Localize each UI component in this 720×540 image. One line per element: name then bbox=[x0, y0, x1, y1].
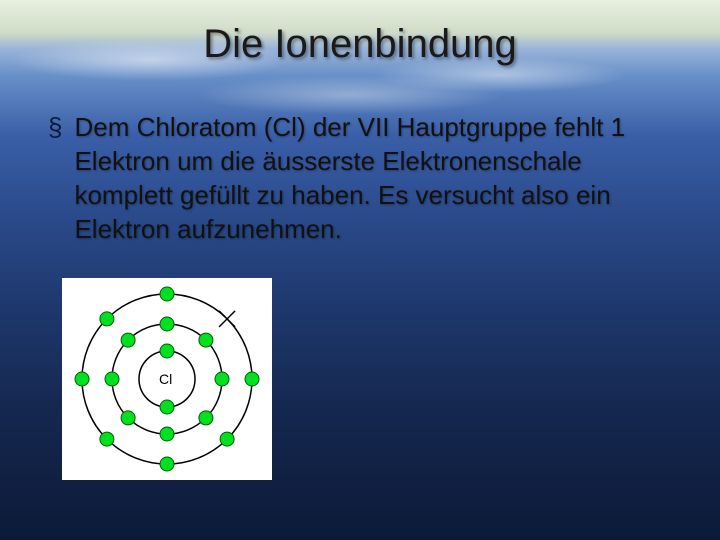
bullet-marker: § bbox=[48, 110, 62, 144]
svg-text:Cl: Cl bbox=[159, 371, 172, 387]
atom-svg: Cl bbox=[62, 278, 272, 480]
slide-body: § Dem Chloratom (Cl) der VII Hauptgruppe… bbox=[48, 110, 680, 246]
atom-diagram: Cl bbox=[62, 278, 272, 480]
bullet-item: § Dem Chloratom (Cl) der VII Hauptgruppe… bbox=[48, 110, 680, 246]
bullet-text: Dem Chloratom (Cl) der VII Hauptgruppe f… bbox=[74, 110, 680, 246]
slide-title: Die Ionenbindung bbox=[0, 22, 720, 67]
